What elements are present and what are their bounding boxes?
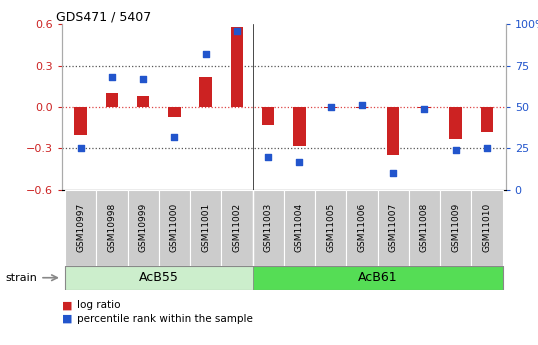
Point bbox=[451, 147, 460, 153]
Bar bbox=[356, 107, 368, 108]
Bar bbox=[137, 96, 150, 107]
Text: GSM11008: GSM11008 bbox=[420, 203, 429, 252]
Bar bbox=[168, 107, 181, 117]
Point bbox=[139, 76, 147, 81]
Bar bbox=[262, 107, 274, 125]
Text: GSM11006: GSM11006 bbox=[357, 203, 366, 252]
Point bbox=[358, 102, 366, 108]
Text: strain: strain bbox=[5, 273, 37, 283]
Text: GSM11003: GSM11003 bbox=[264, 203, 273, 252]
Text: ■: ■ bbox=[62, 314, 73, 324]
FancyBboxPatch shape bbox=[346, 190, 378, 266]
FancyBboxPatch shape bbox=[128, 190, 159, 266]
Text: GSM10999: GSM10999 bbox=[139, 203, 147, 252]
Bar bbox=[200, 77, 212, 107]
FancyBboxPatch shape bbox=[252, 266, 502, 290]
FancyBboxPatch shape bbox=[96, 190, 128, 266]
Text: AcB61: AcB61 bbox=[358, 271, 398, 284]
Text: GSM11004: GSM11004 bbox=[295, 203, 304, 252]
Point bbox=[389, 170, 398, 176]
Point bbox=[170, 134, 179, 139]
Point bbox=[295, 159, 304, 164]
Bar bbox=[481, 107, 493, 132]
Bar bbox=[387, 107, 399, 155]
Text: GSM10997: GSM10997 bbox=[76, 203, 85, 252]
Text: log ratio: log ratio bbox=[77, 300, 121, 310]
Point bbox=[327, 104, 335, 110]
FancyBboxPatch shape bbox=[159, 190, 190, 266]
FancyBboxPatch shape bbox=[252, 190, 284, 266]
FancyBboxPatch shape bbox=[284, 190, 315, 266]
FancyBboxPatch shape bbox=[221, 190, 252, 266]
Text: GSM11007: GSM11007 bbox=[388, 203, 398, 252]
Bar bbox=[449, 107, 462, 139]
FancyBboxPatch shape bbox=[409, 190, 440, 266]
Bar bbox=[418, 107, 431, 108]
FancyBboxPatch shape bbox=[65, 190, 96, 266]
Point bbox=[232, 28, 241, 33]
FancyBboxPatch shape bbox=[471, 190, 502, 266]
FancyBboxPatch shape bbox=[65, 266, 252, 290]
FancyBboxPatch shape bbox=[440, 190, 471, 266]
Point bbox=[76, 146, 85, 151]
Text: AcB55: AcB55 bbox=[139, 271, 179, 284]
Text: GSM11009: GSM11009 bbox=[451, 203, 460, 252]
FancyBboxPatch shape bbox=[190, 190, 221, 266]
Text: GSM11010: GSM11010 bbox=[483, 203, 492, 252]
Text: ■: ■ bbox=[62, 300, 73, 310]
Point bbox=[108, 75, 116, 80]
Text: GSM11001: GSM11001 bbox=[201, 203, 210, 252]
Bar bbox=[74, 107, 87, 135]
FancyBboxPatch shape bbox=[315, 190, 346, 266]
Text: GSM11005: GSM11005 bbox=[326, 203, 335, 252]
Bar bbox=[324, 107, 337, 108]
Bar bbox=[231, 27, 243, 107]
Point bbox=[483, 146, 491, 151]
Point bbox=[420, 106, 429, 111]
Text: percentile rank within the sample: percentile rank within the sample bbox=[77, 314, 253, 324]
Text: GSM11000: GSM11000 bbox=[170, 203, 179, 252]
Text: GSM11002: GSM11002 bbox=[232, 203, 242, 252]
Point bbox=[201, 51, 210, 57]
FancyBboxPatch shape bbox=[378, 190, 409, 266]
Text: GDS471 / 5407: GDS471 / 5407 bbox=[56, 10, 152, 23]
Bar bbox=[105, 93, 118, 107]
Point bbox=[264, 154, 272, 159]
Text: GSM10998: GSM10998 bbox=[108, 203, 116, 252]
Bar bbox=[293, 107, 306, 146]
